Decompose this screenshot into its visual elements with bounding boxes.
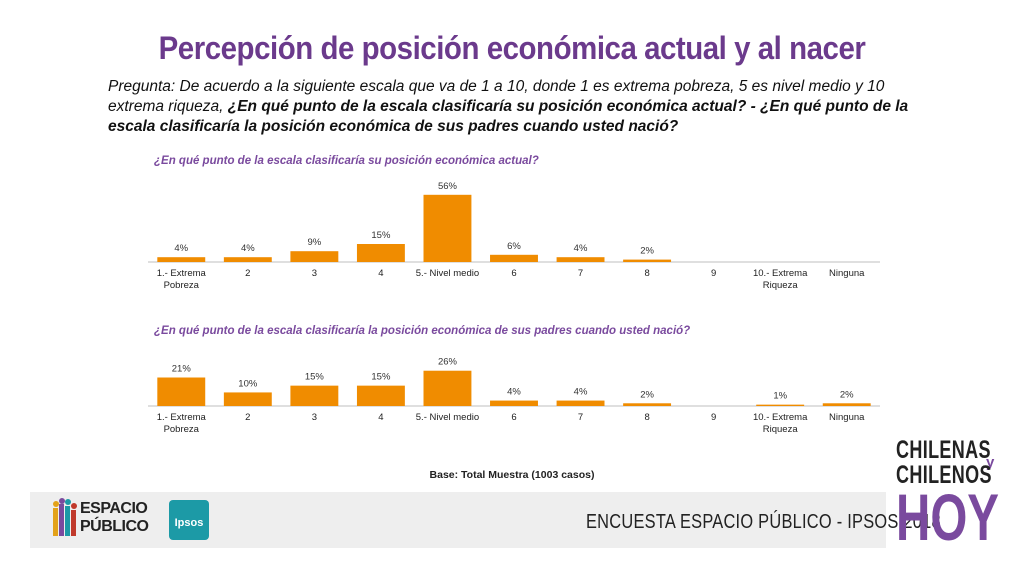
survey-name: ENCUESTA ESPACIO PÚBLICO - IPSOS 2018 xyxy=(586,511,941,533)
category-label: 7 xyxy=(578,412,583,423)
category-label: 6 xyxy=(511,268,516,279)
category-label: 2 xyxy=(245,412,250,423)
brand-line1: CHILENAS xyxy=(896,436,991,464)
data-label: 9% xyxy=(307,237,321,248)
question-bold: ¿En qué punto de la escala clasificaría … xyxy=(108,98,909,135)
bar xyxy=(157,377,206,406)
question-text: Pregunta: De acuerdo a la siguiente esca… xyxy=(108,77,928,137)
brand-line2: CHILENOS xyxy=(896,461,992,489)
data-label: 4% xyxy=(174,243,188,254)
data-label: 4% xyxy=(507,387,521,398)
bar xyxy=(490,254,538,262)
bar xyxy=(223,392,272,406)
bar xyxy=(756,404,805,406)
chart2-title: ¿En qué punto de la escala clasificaría … xyxy=(154,325,691,337)
bar xyxy=(423,370,472,406)
base-note: Base: Total Muestra (1003 casos) xyxy=(429,469,595,481)
bar xyxy=(822,403,871,406)
logo-word-espacio: ESPACIO xyxy=(80,500,148,517)
bar xyxy=(623,259,672,262)
data-label: 6% xyxy=(507,241,521,252)
bar xyxy=(556,257,605,262)
category-label: 8 xyxy=(644,268,649,279)
page-title: Percepción de posición económica actual … xyxy=(158,30,866,66)
chart1-title: ¿En qué punto de la escala clasificaría … xyxy=(154,155,539,167)
bar xyxy=(356,385,405,406)
category-label: 4 xyxy=(378,268,383,279)
data-label: 56% xyxy=(438,181,458,192)
brand-y: y xyxy=(986,454,995,471)
bar xyxy=(157,257,206,262)
category-label: 1.- Extrema xyxy=(157,268,207,279)
data-label: 2% xyxy=(640,246,654,257)
data-label: 4% xyxy=(574,243,588,254)
espacio-publico-logo xyxy=(52,498,162,542)
bar xyxy=(356,244,405,262)
category-label: Riqueza xyxy=(763,424,799,435)
category-label: 5.- Nivel medio xyxy=(416,412,479,423)
data-label: 21% xyxy=(172,364,192,375)
category-label: Riqueza xyxy=(763,280,799,291)
ipsos-logo-text: Ipsos xyxy=(174,517,204,529)
category-label: 10.- Extrema xyxy=(753,268,808,279)
bar xyxy=(490,400,538,406)
bar xyxy=(556,400,605,406)
data-label: 4% xyxy=(574,387,588,398)
question-plain: Pregunta: De acuerdo a la siguiente esca… xyxy=(108,78,885,115)
ipsos-logo xyxy=(169,500,209,540)
category-label: 6 xyxy=(511,412,516,423)
category-label: 1.- Extrema xyxy=(157,412,207,423)
bar xyxy=(423,194,472,262)
category-label: 9 xyxy=(711,268,716,279)
category-label: 9 xyxy=(711,412,716,423)
category-label: 8 xyxy=(644,412,649,423)
data-label: 1% xyxy=(773,391,787,402)
category-label: 3 xyxy=(312,412,317,423)
category-label: Pobreza xyxy=(164,424,200,435)
category-label: 4 xyxy=(378,412,383,423)
data-label: 26% xyxy=(438,357,458,368)
bar xyxy=(223,257,272,262)
data-label: 10% xyxy=(238,378,258,389)
bar xyxy=(623,403,672,406)
category-label: Pobreza xyxy=(164,280,200,291)
category-label: 7 xyxy=(578,268,583,279)
data-label: 15% xyxy=(305,372,325,383)
category-label: Ninguna xyxy=(829,412,865,423)
category-label: 10.- Extrema xyxy=(753,412,808,423)
bar xyxy=(290,385,339,406)
category-label: 2 xyxy=(245,268,250,279)
data-label: 4% xyxy=(241,243,255,254)
data-label: 15% xyxy=(371,372,391,383)
logo-word-publico: PÚBLICO xyxy=(80,518,149,535)
data-label: 2% xyxy=(840,389,854,400)
bar xyxy=(290,251,339,262)
category-label: Ninguna xyxy=(829,268,865,279)
data-label: 2% xyxy=(640,389,654,400)
data-label: 15% xyxy=(371,230,391,241)
category-label: 3 xyxy=(312,268,317,279)
brand-hoy: HOY xyxy=(896,480,999,554)
category-label: 5.- Nivel medio xyxy=(416,268,479,279)
